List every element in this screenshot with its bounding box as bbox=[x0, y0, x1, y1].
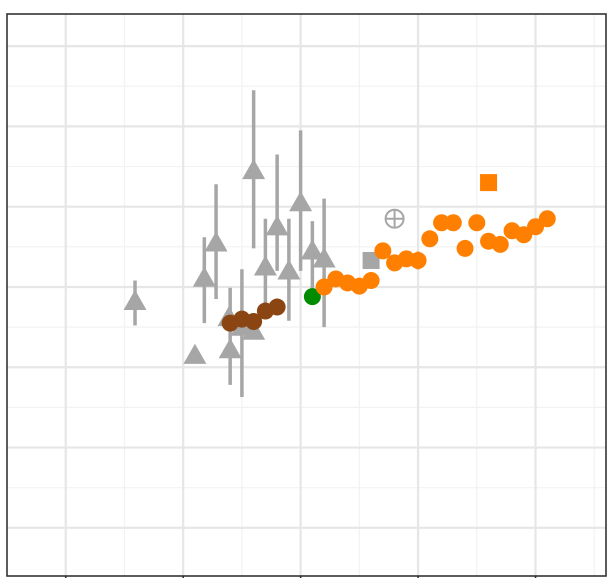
point-triangle bbox=[312, 247, 336, 268]
grid bbox=[7, 14, 606, 576]
point-circle bbox=[468, 214, 486, 232]
point-triangle bbox=[265, 215, 289, 236]
data-points bbox=[123, 159, 556, 364]
point-circle bbox=[444, 214, 462, 232]
point-triangle bbox=[204, 231, 228, 252]
point-circle bbox=[268, 298, 286, 316]
point-circle bbox=[456, 239, 474, 257]
point-square bbox=[480, 174, 498, 192]
point-circle bbox=[245, 312, 263, 330]
point-triangle bbox=[183, 343, 207, 364]
point-triangle bbox=[289, 191, 313, 212]
point-circle bbox=[421, 230, 439, 248]
point-square bbox=[362, 251, 380, 269]
point-triangle bbox=[242, 159, 266, 180]
point-triangle bbox=[277, 259, 301, 280]
plot-frame bbox=[6, 13, 607, 578]
point-triangle bbox=[192, 266, 216, 287]
point-circle bbox=[538, 210, 556, 228]
point-circle bbox=[303, 288, 321, 306]
point-triangle bbox=[300, 239, 324, 260]
panel-border bbox=[6, 13, 607, 577]
point-circle bbox=[409, 251, 427, 269]
point-circle bbox=[491, 235, 509, 253]
point-triangle bbox=[253, 255, 277, 276]
point-triangle bbox=[218, 338, 242, 359]
point-circle bbox=[433, 214, 451, 232]
point-circle bbox=[362, 272, 380, 290]
point-circle bbox=[374, 242, 392, 260]
point-crossed-circle bbox=[384, 208, 405, 229]
point-triangle bbox=[123, 289, 147, 311]
